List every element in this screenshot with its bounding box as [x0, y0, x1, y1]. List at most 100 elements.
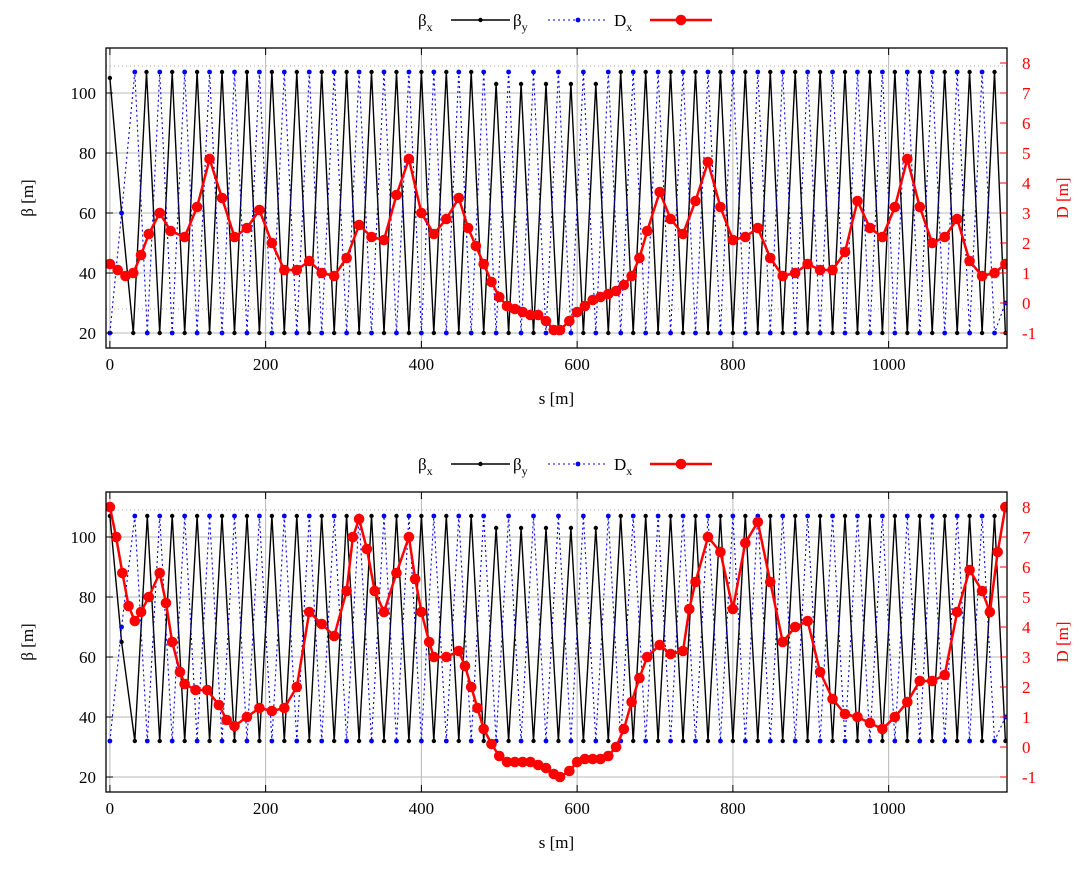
beta-x-point [456, 330, 461, 336]
beta-x-point [655, 330, 661, 336]
y-tick-label: 80 [79, 144, 96, 163]
beta-x-point [543, 81, 549, 87]
beta-y-point [418, 738, 424, 744]
dispersion-point [665, 213, 676, 225]
dispersion-point [453, 192, 465, 204]
dispersion-point [951, 213, 963, 225]
beta-x-point [518, 81, 524, 87]
beta-x-point [145, 513, 150, 519]
beta-y-point [643, 330, 649, 336]
y2-tick-label: -1 [1022, 768, 1036, 787]
dispersion-point [378, 606, 390, 618]
y-tick-label: 20 [79, 768, 96, 787]
beta-y-point [730, 513, 736, 519]
beta-y-point [867, 738, 873, 744]
beta-y-point [767, 330, 773, 336]
beta-x-point [643, 69, 648, 75]
legend-marker-beta-x [478, 461, 483, 467]
y-axis-label: β [m] [18, 623, 37, 660]
dispersion-point [143, 591, 155, 603]
dispersion-point [618, 279, 630, 291]
dispersion-point [303, 255, 315, 267]
beta-y-point [356, 69, 362, 75]
beta-y-point [630, 69, 636, 75]
beta-y-point [605, 513, 611, 519]
beta-y-point [481, 69, 487, 75]
dispersion-point [216, 192, 228, 204]
beta-x-point [755, 738, 761, 744]
x-tick-label: 800 [720, 799, 746, 818]
dispersion-point [827, 264, 838, 276]
beta-y-point [157, 513, 163, 519]
y2-tick-label: 8 [1022, 54, 1031, 73]
dispersion-point [864, 717, 876, 729]
legend-label: βy [513, 11, 528, 34]
beta-x-point [194, 69, 200, 75]
beta-x-point [593, 81, 599, 87]
dispersion-point [976, 585, 988, 597]
beta-x-point [855, 738, 860, 744]
beta-y-point [880, 513, 885, 519]
dispersion-point [279, 264, 290, 276]
beta-x-point [992, 513, 997, 519]
beta-y-point [281, 513, 287, 519]
beta-y-point [680, 513, 686, 519]
dispersion-point [740, 537, 751, 549]
beta-y-point [917, 330, 923, 336]
dispersion-point [532, 309, 544, 321]
dispersion-point [989, 267, 1000, 279]
beta-y-point [182, 69, 188, 75]
beta-x-point [481, 738, 486, 744]
dispersion-point [266, 705, 278, 717]
chart-panel-bottom: 0 200 400 600 800 1000 20 40 60 80 100 -1 0 1 2 3 4 5 6 7 8 s… [18, 455, 1072, 852]
beta-y-point [817, 330, 823, 336]
beta-y-point [443, 738, 449, 744]
dispersion-point [470, 240, 482, 252]
beta-y-point [855, 69, 860, 75]
beta-x-point [531, 738, 536, 744]
dispersion-point [166, 636, 178, 648]
y-tick-label: 100 [71, 528, 97, 547]
x-tick-label: 200 [253, 799, 279, 818]
dispersion-point [254, 702, 265, 714]
beta-x-point [369, 69, 374, 75]
beta-x-point [531, 330, 536, 336]
dispersion-point [690, 576, 701, 588]
dispersion-point [654, 639, 665, 651]
beta-y-point [294, 738, 300, 744]
beta-x-point [693, 69, 698, 75]
beta-x-point [631, 738, 636, 744]
beta-x-point [456, 738, 461, 744]
beta-x-point [107, 75, 113, 81]
beta-y-point [219, 330, 225, 336]
dispersion-point [789, 621, 801, 633]
dispersion-point [403, 153, 415, 165]
beta-x-point [606, 330, 611, 336]
dispersion-point [964, 564, 975, 576]
dispersion-point [852, 195, 863, 207]
dispersion-point [564, 765, 575, 777]
beta-y-point [655, 513, 661, 519]
beta-y-point [904, 69, 910, 75]
beta-x-point [419, 69, 424, 75]
beta-x-point [855, 330, 860, 336]
beta-x-point [282, 738, 287, 744]
beta-x-point [356, 738, 362, 744]
x-tick-label: 1000 [872, 799, 906, 818]
dispersion-point [902, 696, 913, 708]
y2-tick-label: -1 [1022, 324, 1036, 343]
beta-y-point [780, 69, 786, 75]
beta-x-point [207, 738, 212, 744]
beta-x-point [880, 738, 885, 744]
y2-tick-label: 8 [1022, 498, 1031, 517]
beta-y-point [319, 738, 325, 744]
beta-x-point [506, 330, 511, 336]
beta-y-point [842, 738, 848, 744]
beta-y-point [281, 69, 287, 75]
beta-x-point [493, 81, 499, 87]
dispersion-point [341, 585, 352, 597]
x-tick-label: 400 [409, 355, 435, 374]
beta-x-point [269, 69, 275, 75]
beta-y-point [157, 69, 163, 75]
dispersion-point [951, 606, 963, 618]
